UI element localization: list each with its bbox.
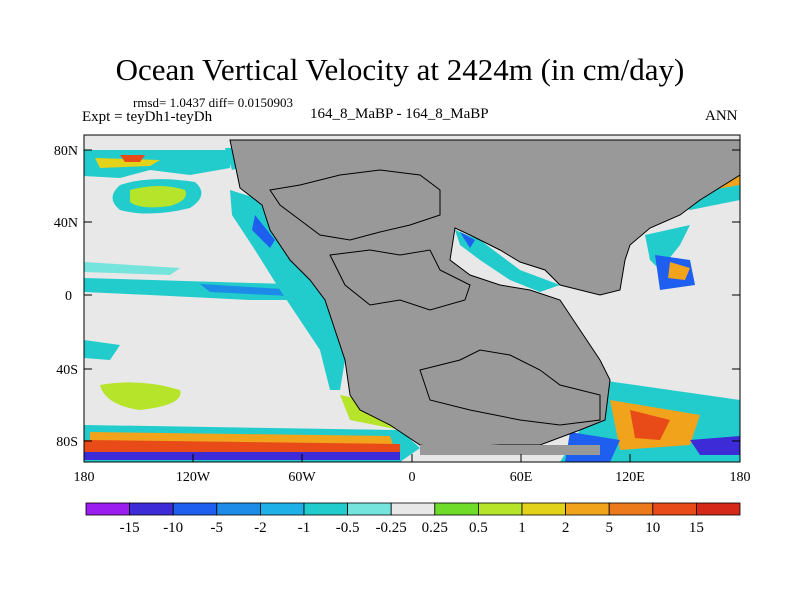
colorbar-swatch [696,502,741,516]
colorbar-label: -0.25 [376,520,407,536]
america-coastal-strip [230,190,345,390]
colorbar: -15 -10 -5 -2 -1 -0.5 -0.25 0.25 0.5 1 2 5 10 15 [85,502,741,536]
southeast-cold-2 [690,436,740,455]
y-tick-label: 40S [56,363,78,378]
south-pacific-blob [100,382,181,410]
x-tick-label: 180 [74,470,95,485]
x-tick-label: 60E [510,470,533,485]
america-coastal-spot [252,215,275,248]
colorbar-label: 5 [605,520,613,536]
southeast-hot [630,410,670,440]
equatorial-band-core [200,284,300,296]
indian-ocean-spot [460,232,475,248]
season-label: ANN [705,108,738,124]
colorbar-label: -0.5 [336,520,360,536]
southern-ocean-hot [84,440,400,452]
x-tick-label: 120W [176,470,211,485]
colorbar-swatch [85,502,130,516]
y-tick-label: 80N [54,144,78,159]
x-tick-label: 60W [288,470,316,485]
colorbar-label: 15 [689,520,704,536]
continent-outline-2 [419,349,601,426]
colorbar-swatch [652,502,697,516]
colorbar-swatch [347,502,392,516]
colorbar-label: 2 [562,520,570,536]
x-tick-label: 120E [615,470,645,485]
land-mass [229,139,740,449]
equatorial-band-north [84,262,180,275]
y-axis: 80N 40N 0 40S 80S [54,144,740,450]
colorbar-label: -10 [163,520,183,536]
antarctic-land [420,445,600,455]
colorbar-swatch [608,502,654,516]
y-tick-label: 80S [56,435,78,450]
southern-ocean-cold [84,452,400,460]
colorbar-label: 0.25 [422,520,448,536]
north-pacific-blob-core [130,186,186,208]
continent-outline-1 [329,249,471,311]
colorbar-label: -5 [211,520,224,536]
arctic-anomaly [84,150,230,178]
arctic-anomaly-hot [120,155,145,162]
colorbar-swatch [521,502,566,516]
continent-outline-3 [269,169,441,241]
colorbar-swatch [565,502,610,516]
arctic-anomaly-warm [95,158,160,168]
map-field [84,135,740,462]
colorbar-swatch [172,502,218,516]
colorbar-swatch [390,502,436,516]
colorbar-swatch [216,502,261,516]
x-axis: 180 120W 60W 0 60E 120E 180 [74,454,751,485]
south-pacific-spot [84,340,120,360]
y-tick-label: 0 [65,289,72,304]
experiment-label: Expt = teyDh1-teyDh [82,109,213,125]
northeast-warm [668,262,690,280]
colorbar-label: -15 [120,520,140,536]
colorbar-label: -2 [254,520,267,536]
x-tick-label: 0 [409,470,416,485]
colorbar-swatch [259,502,305,516]
y-tick-label: 40N [54,216,78,231]
colorbar-label: 10 [645,520,660,536]
x-tick-label: 180 [730,470,751,485]
colorbar-label: 0.5 [469,520,488,536]
stats-line: rmsd= 1.0437 diff= 0.0150903 [133,95,293,110]
colorbar-label: -1 [298,520,311,536]
colorbar-label: 1 [518,520,526,536]
indian-ocean-strip [455,230,560,292]
colorbar-swatch [434,502,479,516]
colorbar-swatch [303,502,348,516]
plot-title: Ocean Vertical Velocity at 2424m (in cm/… [115,52,685,87]
colorbar-swatch [477,502,523,516]
subtitle: 164_8_MaBP - 164_8_MaBP [310,106,489,122]
colorbar-swatch [129,502,174,516]
